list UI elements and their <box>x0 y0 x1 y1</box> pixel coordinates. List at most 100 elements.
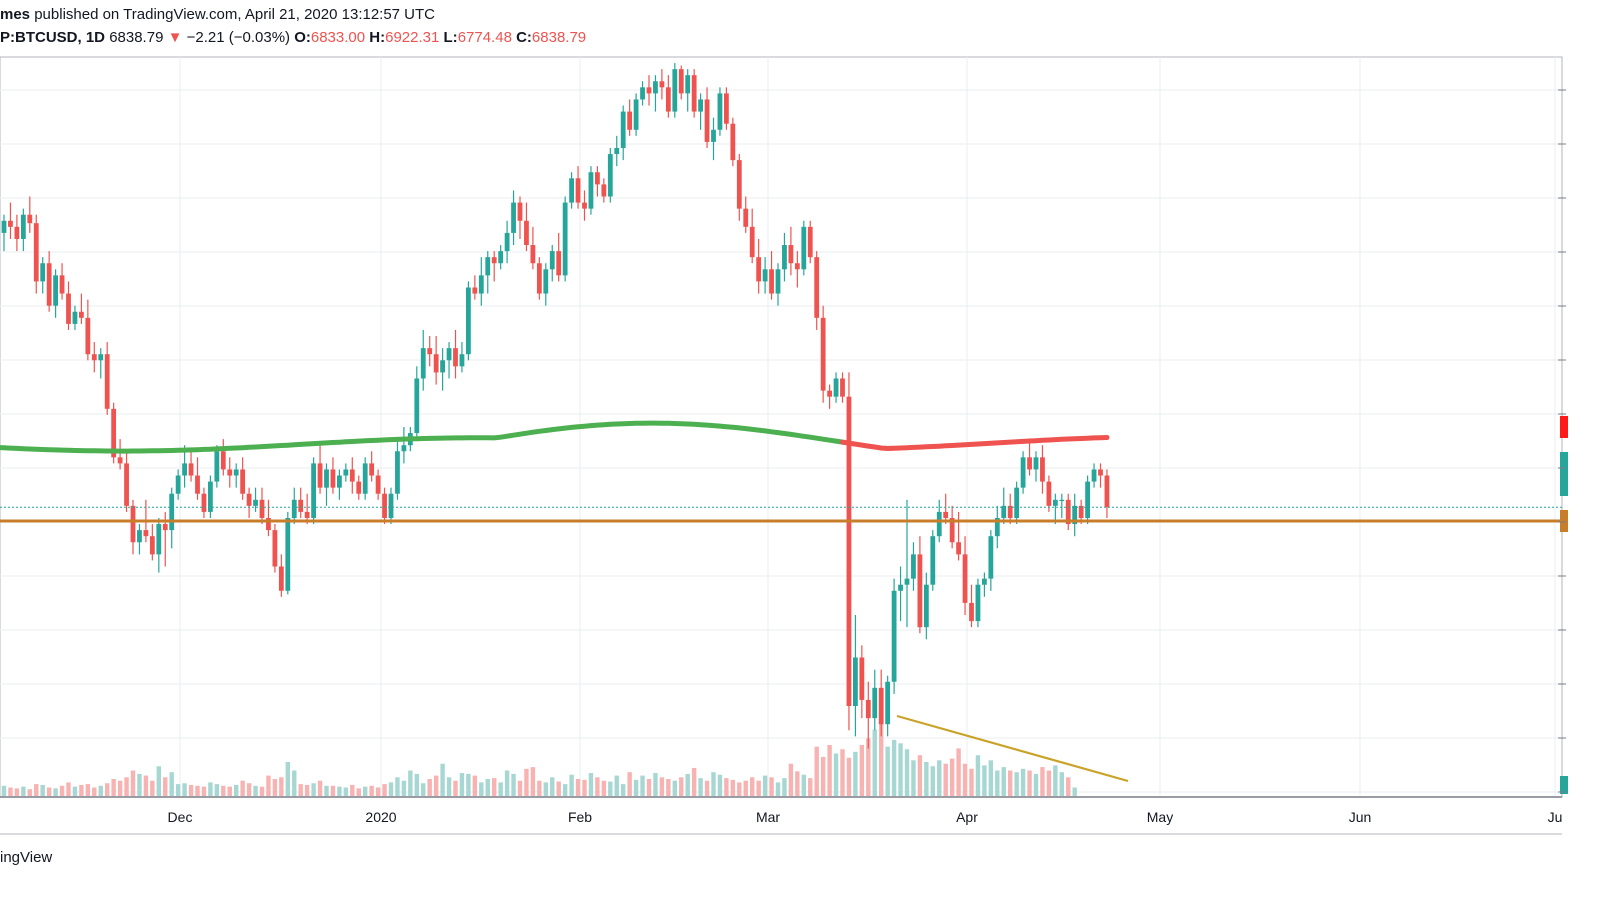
candle-body <box>614 147 620 155</box>
volume-bar <box>737 782 742 796</box>
volume-bar <box>382 784 387 796</box>
candle-body <box>730 123 736 161</box>
candle-body <box>414 378 420 434</box>
volume-bar <box>1014 772 1019 796</box>
volume-bar <box>27 789 32 796</box>
volume-bar <box>421 783 426 796</box>
high-label: H: <box>369 29 386 46</box>
volume-bar <box>840 749 845 796</box>
candle-body <box>472 287 478 294</box>
candle-body <box>369 463 375 476</box>
candle-body <box>330 469 336 488</box>
candle-body <box>530 245 536 264</box>
candle-body <box>311 463 316 518</box>
volume-bar <box>485 779 490 796</box>
volume-bar <box>169 772 174 796</box>
candle-body <box>904 578 910 585</box>
candle-body <box>156 524 162 555</box>
candle-body <box>504 232 510 252</box>
low-label: L: <box>443 29 458 46</box>
volume-bar <box>221 785 226 796</box>
candle-body <box>943 511 949 518</box>
candle-body <box>982 578 987 585</box>
volume-bar <box>375 787 381 796</box>
volume-bar <box>846 757 852 796</box>
volume-bar <box>588 773 594 796</box>
chart-frame <box>0 56 1563 798</box>
volume-bar <box>137 773 142 796</box>
volume-bar <box>253 785 258 796</box>
candle-body <box>298 499 304 512</box>
candle-body <box>878 687 884 725</box>
volume-bar <box>562 784 568 796</box>
candle-body <box>685 75 691 94</box>
volume-bar <box>272 779 278 796</box>
symbol-label[interactable]: P:BTCUSD, 1D <box>0 29 106 46</box>
volume-bar <box>1059 772 1064 796</box>
candle-body <box>79 311 84 318</box>
candle-body <box>794 263 800 270</box>
candle-body <box>246 493 252 506</box>
candle-body <box>356 481 362 494</box>
volume-bar <box>859 745 865 796</box>
volume-bar <box>427 779 432 796</box>
candle-body <box>1040 457 1045 482</box>
x-tick-label: 2020 <box>365 809 396 825</box>
candle-body <box>595 172 600 185</box>
volume-bar <box>356 788 361 796</box>
volume-bar <box>659 777 665 796</box>
volume-bar <box>240 780 245 796</box>
volume-bar <box>182 783 187 796</box>
volume-bar <box>782 778 787 796</box>
volume-bar <box>872 729 877 796</box>
candle-body <box>788 245 794 264</box>
grid <box>0 56 1563 798</box>
candle-body <box>253 499 258 506</box>
x-tick-label: May <box>1147 809 1173 825</box>
volume-bar <box>621 784 626 796</box>
volume-bar <box>66 782 71 796</box>
candle-body <box>840 378 845 397</box>
candle-body <box>1007 505 1013 518</box>
candle-body <box>395 451 400 494</box>
volume-bar <box>685 773 690 796</box>
volume-bar <box>975 755 981 796</box>
tradingview-watermark: ingView <box>0 849 53 866</box>
candle-body <box>375 475 381 494</box>
candle-body <box>975 584 981 622</box>
candle-body <box>646 87 652 94</box>
candle-body <box>1020 457 1026 488</box>
ma-200-line-red <box>840 435 1110 452</box>
volume-bar <box>1020 768 1026 796</box>
volume-bar <box>208 782 213 796</box>
volume-bar <box>524 768 529 796</box>
volume-bar <box>995 770 1000 796</box>
volume-bar <box>85 784 91 796</box>
volume-bar <box>833 753 839 796</box>
candle-body <box>104 354 110 409</box>
volume-bar <box>646 779 652 796</box>
volume-bar <box>53 788 58 796</box>
volume-bar <box>234 784 239 796</box>
volume-bar <box>601 780 607 796</box>
volume-bar <box>530 767 536 796</box>
candle-body <box>724 93 729 124</box>
candle-body <box>511 202 516 233</box>
candle-body <box>549 251 555 270</box>
candle-body <box>949 517 955 543</box>
candle-body <box>846 396 852 707</box>
volume-bar <box>827 745 832 796</box>
candle-body <box>872 687 878 719</box>
candle-body <box>762 269 768 282</box>
volume-bar <box>1072 787 1077 796</box>
candle-body <box>143 530 149 537</box>
volume-bar <box>453 780 458 796</box>
volume-bar <box>743 780 748 796</box>
candle-body <box>453 348 458 367</box>
volume-bar <box>949 758 955 796</box>
candle-body <box>1072 505 1078 525</box>
volume-bar <box>46 787 52 796</box>
volume-bar <box>879 721 884 796</box>
volume-bar <box>614 775 619 796</box>
